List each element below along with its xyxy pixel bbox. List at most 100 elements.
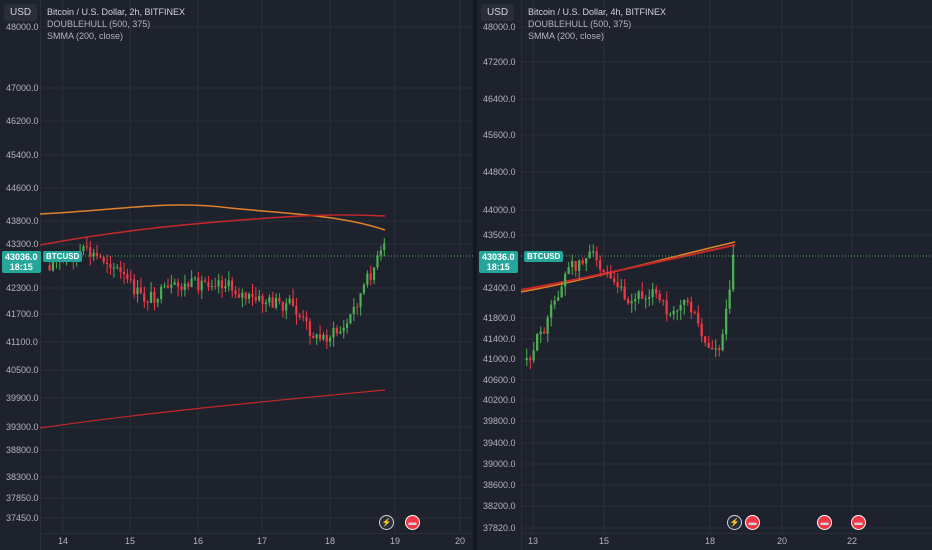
price-tick-label: 39000.0	[483, 459, 516, 469]
candle-body	[156, 298, 159, 303]
time-tick-label: 14	[57, 536, 69, 546]
doublehull-red-line	[520, 244, 736, 291]
left-lightning-icon[interactable]: ⚡	[379, 515, 394, 530]
candle-body	[644, 298, 647, 300]
candle-body	[305, 316, 308, 322]
price-tick-label: 37450.0	[6, 513, 39, 523]
candle-body	[92, 252, 95, 257]
candle-body	[557, 297, 560, 301]
time-tick-label: 17	[256, 536, 268, 546]
right-indicator-smma[interactable]: SMMA (200, close)	[528, 31, 605, 41]
candle-body	[234, 290, 237, 295]
candle-body	[345, 323, 349, 328]
candle-body	[574, 261, 577, 271]
candle-body	[627, 299, 630, 304]
candle-body	[379, 250, 382, 256]
right-us-flag-icon-2[interactable]: ▬	[817, 515, 832, 530]
time-tick-label: 19	[389, 536, 401, 546]
price-tick-label: 41400.0	[483, 334, 516, 344]
price-tick-label: 42300.0	[6, 283, 39, 293]
pane-divider[interactable]	[473, 0, 477, 550]
candle-body	[606, 272, 609, 274]
time-tick-label: 20	[776, 536, 788, 546]
right-us-flag-icon-3[interactable]: ▬	[851, 515, 866, 530]
candle-body	[136, 287, 139, 295]
price-tick-label: 47000.0	[6, 83, 39, 93]
left-currency-button[interactable]: USD	[4, 4, 38, 21]
candle-body	[352, 306, 355, 315]
candle-body	[207, 282, 210, 287]
candle-body	[686, 300, 689, 303]
candle-body	[679, 304, 682, 311]
price-tick-label: 41800.0	[483, 313, 516, 323]
candle-body	[285, 303, 288, 311]
candle-body	[197, 277, 200, 291]
candle-body	[372, 267, 376, 280]
price-tick-label: 44000.0	[483, 205, 516, 215]
candle-body	[728, 289, 731, 309]
candle-body	[89, 246, 92, 257]
candle-body	[718, 348, 721, 351]
candle-body	[288, 298, 291, 304]
candle-body	[634, 298, 637, 302]
left-symbol-title[interactable]: Bitcoin / U.S. Dollar, 2h, BITFINEX	[47, 7, 186, 17]
candle-body	[693, 312, 696, 314]
price-tick-label: 45400.0	[6, 150, 39, 160]
candle-body	[224, 286, 227, 289]
left-indicator-smma[interactable]: SMMA (200, close)	[47, 31, 124, 41]
price-tick-label: 44600.0	[6, 183, 39, 193]
candle-body	[102, 256, 105, 263]
right-indicator-doublehull[interactable]: DOUBLEHULL (500, 375)	[528, 19, 632, 29]
candle-body	[711, 347, 714, 350]
left-indicator-doublehull[interactable]: DOUBLEHULL (500, 375)	[47, 19, 151, 29]
left-chart-pane[interactable]: USD Bitcoin / U.S. Dollar, 2h, BITFINEX …	[0, 0, 473, 550]
left-legend: Bitcoin / U.S. Dollar, 2h, BITFINEX DOUB…	[47, 6, 185, 42]
candle-body	[210, 285, 213, 287]
candle-body	[362, 284, 366, 294]
candle-body	[732, 254, 735, 290]
right-us-flag-icon[interactable]: ▬	[745, 515, 760, 530]
price-tick-label: 40500.0	[6, 365, 39, 375]
candle-body	[190, 278, 193, 287]
candle-body	[220, 280, 224, 289]
price-tick-label: 37820.0	[483, 523, 516, 533]
price-tick-label: 39400.0	[483, 438, 516, 448]
price-tick-label: 46400.0	[483, 94, 516, 104]
candle-body	[564, 274, 567, 287]
right-chart-pane[interactable]: USD Bitcoin / U.S. Dollar, 4h, BITFINEX …	[477, 0, 932, 550]
candle-body	[133, 279, 136, 295]
candle-body	[302, 316, 305, 318]
time-tick-label: 20	[454, 536, 466, 546]
right-symbol-title[interactable]: Bitcoin / U.S. Dollar, 4h, BITFINEX	[528, 7, 667, 17]
left-last-price: 43036.0	[5, 252, 38, 262]
right-currency-button[interactable]: USD	[481, 4, 515, 21]
candle-body	[592, 251, 595, 253]
price-tick-label: 38600.0	[483, 480, 516, 490]
candle-body	[721, 334, 724, 351]
doublehull-red-line	[39, 214, 386, 246]
right-symbol-tag: BTCUSD	[524, 251, 564, 262]
candle-body	[641, 291, 644, 299]
candle-body	[707, 342, 710, 348]
candle-body	[173, 282, 176, 285]
right-time-axis-border	[521, 533, 932, 534]
candle-body	[676, 310, 679, 312]
right-lightning-icon[interactable]: ⚡	[727, 515, 742, 530]
candle-body	[153, 291, 156, 303]
candle-body	[536, 334, 539, 351]
price-tick-label: 40600.0	[483, 375, 516, 385]
price-tick-label: 43300.0	[6, 239, 39, 249]
right-price-chart[interactable]	[477, 0, 932, 550]
left-price-chart[interactable]	[0, 0, 473, 550]
price-tick-label: 47200.0	[483, 57, 516, 67]
price-tick-label: 45600.0	[483, 130, 516, 140]
candle-body	[244, 292, 247, 299]
candle-body	[271, 297, 274, 308]
left-countdown: 18:15	[9, 262, 33, 272]
candle-body	[231, 280, 234, 291]
left-us-flag-icon[interactable]: ▬	[405, 515, 420, 530]
candle-body	[690, 302, 693, 313]
candle-body	[176, 282, 180, 287]
candle-body	[369, 273, 372, 280]
candle-body	[616, 281, 619, 288]
